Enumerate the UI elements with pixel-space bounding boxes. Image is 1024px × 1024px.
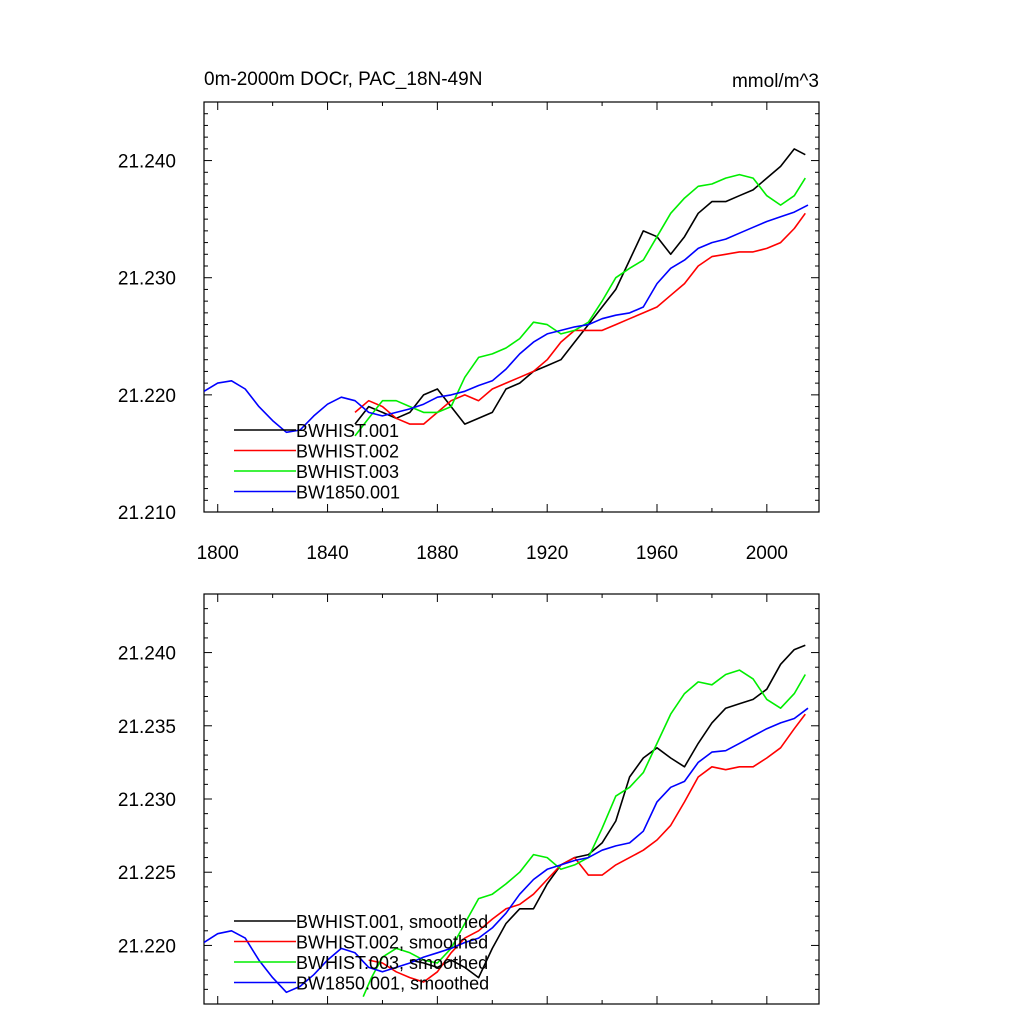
series-line-bw1850-001 [204, 204, 809, 434]
y-tick-label: 21.225 [118, 863, 176, 884]
series-group [204, 148, 809, 437]
smoothed-series-panel: 21.220 21.225 21.230 21.235 21.240 BWHIST.00… [118, 593, 820, 1005]
y-tick-label: 21.235 [118, 717, 176, 738]
panel-title: 0m-2000m DOCr, PAC_18N-49N [204, 69, 482, 90]
y-axis-tick-labels: 21.220 21.225 21.230 21.235 21.240 [118, 644, 176, 958]
legend-label: BWHIST.003 [296, 462, 399, 482]
legend-label: BWHIST.001 [296, 421, 399, 441]
x-tick-label: 1960 [636, 543, 678, 564]
series-line-bwhist-001 [354, 148, 806, 425]
x-tick-label: 1840 [306, 543, 348, 564]
x-tick-label: 1800 [197, 543, 239, 564]
series-line-bwhist-001-smoothed [409, 644, 806, 979]
x-tick-label: 1920 [526, 543, 568, 564]
y-tick-label: 21.220 [118, 936, 176, 957]
series-line-bwhist-003-smoothed [362, 669, 806, 998]
x-tick-label: 1880 [416, 543, 458, 564]
legend-label: BW1850.001, smoothed [296, 974, 489, 994]
legend-label: BWHIST.003, smoothed [296, 953, 488, 973]
axis-ticks [204, 593, 819, 1005]
y-tick-label: 21.240 [118, 152, 176, 173]
y-tick-label: 21.210 [118, 503, 176, 524]
legend-label: BW1850.001 [296, 483, 400, 503]
raw-series-panel: 0m-2000m DOCr, PAC_18N-49N mmol/m^3 21.2… [118, 69, 820, 564]
units-label: mmol/m^3 [732, 71, 819, 92]
legend-label: BWHIST.002, smoothed [296, 933, 488, 953]
plot-frame [203, 101, 820, 513]
series-line-bwhist-002-smoothed [368, 713, 806, 983]
legend-label: BWHIST.001, smoothed [296, 912, 488, 932]
series-line-bwhist-002 [354, 212, 806, 425]
x-axis-tick-labels: 1800 1840 1880 1920 1960 2000 [197, 543, 788, 564]
series-line-bw1850-001-smoothed [204, 707, 809, 994]
plot-area: 21.210 21.220 21.230 21.240 1800 1840 1880 192… [118, 101, 820, 564]
x-tick-label: 2000 [746, 543, 788, 564]
plot-area: 21.220 21.225 21.230 21.235 21.240 [118, 593, 820, 1005]
y-tick-label: 21.220 [118, 386, 176, 407]
axis-ticks [204, 101, 819, 513]
y-tick-label: 21.240 [118, 644, 176, 665]
legend-label: BWHIST.002 [296, 442, 399, 462]
y-tick-label: 21.230 [118, 269, 176, 290]
series-group [204, 644, 809, 998]
y-axis-tick-labels: 21.210 21.220 21.230 21.240 [118, 152, 176, 524]
y-tick-label: 21.230 [118, 790, 176, 811]
